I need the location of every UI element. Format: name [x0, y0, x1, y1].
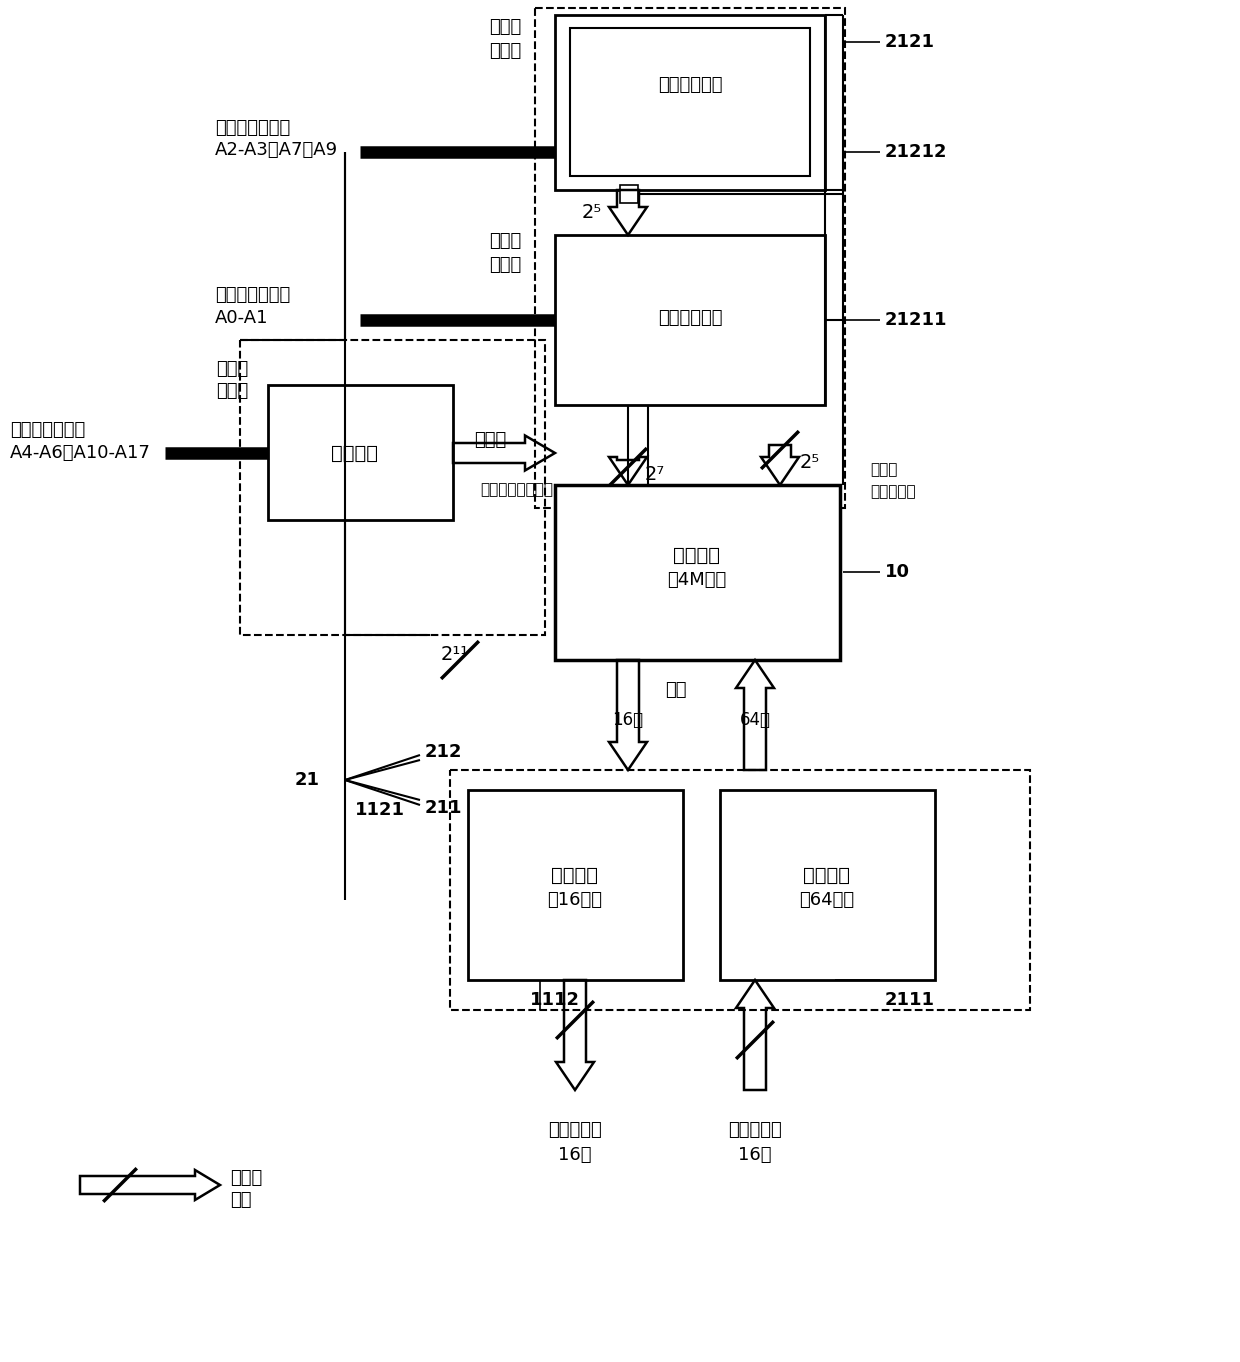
Text: 16位: 16位	[738, 1145, 771, 1165]
Text: 21: 21	[295, 771, 320, 789]
Text: 介面汇: 介面汇	[229, 1169, 262, 1188]
Text: （用于读出电路）: （用于读出电路）	[480, 482, 553, 497]
Text: 位线: 位线	[665, 681, 687, 699]
Bar	[556, 15, 825, 191]
Text: 211: 211	[425, 799, 463, 817]
Text: A2-A3，A7－A9: A2-A3，A7－A9	[215, 142, 339, 159]
Bar	[620, 185, 639, 203]
Text: 21212: 21212	[885, 143, 947, 161]
Text: （用于: （用于	[870, 463, 898, 478]
Text: （4M位）: （4M位）	[667, 571, 727, 588]
Text: 地址线: 地址线	[489, 256, 521, 274]
Bar	[467, 790, 683, 981]
Text: 64位: 64位	[739, 711, 770, 729]
Bar	[534, 8, 844, 508]
Text: 数据输出端: 数据输出端	[548, 1121, 601, 1139]
Text: （64位）: （64位）	[800, 891, 854, 908]
Text: 地址线: 地址线	[489, 42, 521, 60]
Text: 1121: 1121	[355, 801, 405, 819]
Text: A4-A6，A10-A17: A4-A6，A10-A17	[10, 444, 151, 462]
Bar	[720, 790, 935, 981]
Text: 2⁵: 2⁵	[800, 452, 820, 471]
Text: 1112: 1112	[529, 992, 580, 1009]
Text: 16位: 16位	[558, 1145, 591, 1165]
Text: 行解码器: 行解码器	[331, 444, 378, 463]
Bar	[570, 29, 810, 176]
Bar	[268, 385, 453, 520]
Text: 字节线: 字节线	[474, 430, 506, 449]
Text: 第三组: 第三组	[489, 18, 521, 35]
Text: 2⁵: 2⁵	[582, 203, 603, 222]
Text: 数据输入端: 数据输入端	[728, 1121, 782, 1139]
Text: 第二组地址资料: 第二组地址资料	[215, 286, 290, 304]
Text: 第二组: 第二组	[489, 232, 521, 251]
Text: 单元陈列: 单元陈列	[673, 546, 720, 564]
Text: 第一组地址资料: 第一组地址资料	[10, 421, 86, 439]
Text: （16位）: （16位）	[548, 891, 603, 908]
Text: 第一组: 第一组	[216, 360, 248, 379]
Text: 第三组地址资料: 第三组地址资料	[215, 118, 290, 138]
Text: 写入电路）: 写入电路）	[870, 485, 915, 500]
Bar	[556, 236, 825, 405]
Text: 读出电路: 读出电路	[552, 865, 599, 884]
Text: 流排: 流排	[229, 1190, 252, 1209]
Text: 2111: 2111	[885, 992, 935, 1009]
Text: 地址线: 地址线	[216, 381, 248, 400]
Bar	[450, 770, 1030, 1011]
Text: 10: 10	[885, 563, 910, 582]
Text: 2⁷: 2⁷	[645, 466, 665, 485]
Text: 16位: 16位	[613, 711, 644, 729]
Text: 21211: 21211	[885, 311, 947, 330]
Text: 212: 212	[425, 744, 463, 761]
Text: 写入电路: 写入电路	[804, 865, 851, 884]
Bar	[556, 485, 839, 661]
Text: 第二列解码器: 第二列解码器	[657, 76, 722, 94]
Text: 2¹¹: 2¹¹	[441, 646, 469, 665]
Text: 第一列解码器: 第一列解码器	[657, 309, 722, 327]
Text: A0-A1: A0-A1	[215, 309, 269, 327]
Bar	[241, 340, 546, 635]
Text: 2121: 2121	[885, 33, 935, 50]
